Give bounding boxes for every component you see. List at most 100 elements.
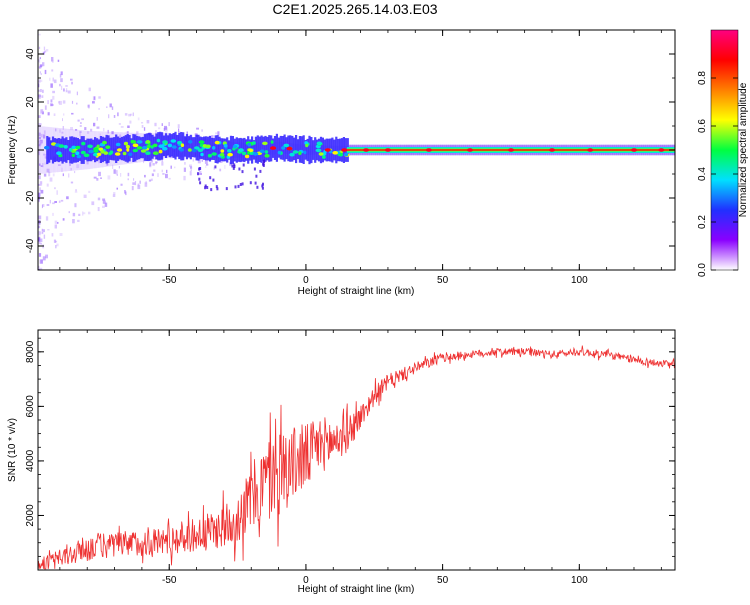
spectrogram-noise-speck (46, 183, 49, 187)
spectrogram-noise-speck (108, 114, 110, 119)
y-tick-label: 8000 (25, 340, 36, 363)
colorbar-gradient (710, 29, 739, 271)
spectrogram-noise-speck (124, 113, 128, 116)
spectrogram-noise-speck (38, 265, 40, 269)
spectrogram-noise-speck (129, 120, 132, 124)
spectrogram-noise-speck (83, 194, 87, 198)
spectrogram-noise-speck (38, 231, 41, 236)
spectrogram-noise-speck (103, 161, 105, 163)
spectrogram-noise-speck (56, 243, 59, 247)
y-tick-label: -40 (25, 238, 36, 253)
spectrogram-band-cell (337, 138, 340, 162)
spectrogram-noise-speck (164, 125, 167, 130)
spectrogram-noise-speck (168, 122, 170, 127)
spectrogram-peak (140, 149, 147, 153)
y-tick-label: 2000 (25, 504, 36, 527)
spectrogram-band-cell (275, 133, 278, 162)
spectrogram-noise-speck (165, 173, 168, 179)
spectrogram-noise-speck (42, 62, 45, 67)
spectrogram-noise-speck (129, 113, 133, 116)
spectrogram-peak (132, 143, 139, 148)
spectrogram-band-cell (333, 139, 336, 161)
spectrogram-band-cell (216, 135, 219, 164)
spectrogram-peak (200, 152, 204, 157)
spectrogram-band-cell (48, 137, 51, 163)
spectrogram-peak (109, 150, 114, 154)
spectrogram-noise-speck (116, 187, 118, 190)
spectrogram-noise-speck (49, 77, 51, 81)
spectrogram-noise-speck (38, 132, 41, 137)
spectrogram-peak (170, 139, 177, 143)
spectrogram-noise-speck (76, 91, 78, 96)
spectrogram-peak (152, 143, 158, 148)
spectrogram-noise-speck (98, 108, 100, 110)
spectrogram-noise-speck (113, 169, 116, 174)
spectrogram-noise-speck (52, 212, 54, 216)
spectrogram-noise-speck (107, 129, 109, 134)
spectrogram-peak (227, 149, 232, 153)
spectrogram-noise-speck (155, 161, 158, 165)
colorbar-tick-label: 0.0 (697, 263, 708, 277)
spectrogram-noise-speck (112, 194, 116, 197)
spectrogram-noise-speck (42, 231, 44, 234)
spectrogram-noise-speck (42, 256, 46, 261)
spectrogram-noise-speck (102, 198, 106, 201)
spectrogram-noise-speck (86, 161, 89, 165)
spectrogram-band-cell (268, 135, 271, 162)
spectrogram-noise-speck (150, 159, 153, 163)
spectrogram-peak (80, 150, 86, 155)
spectrogram-noise-speck (94, 96, 96, 100)
spectrogram-noise-speck (143, 159, 145, 164)
spectrogram-noise-speck (87, 131, 90, 134)
spectrogram-noise-speck (38, 240, 41, 244)
spectrogram-peak (187, 140, 193, 144)
colorbar-tick-label: 0.6 (697, 119, 708, 133)
spectrogram-noise-speck (65, 85, 68, 87)
spectrogram-band-cell (120, 136, 123, 161)
spectrogram-noise-speck (184, 156, 186, 159)
figure-title: C2E1.2025.265.14.03.E03 (272, 1, 437, 17)
spectrogram-band-cell (124, 135, 127, 162)
y-tick-label: 4000 (25, 449, 36, 472)
spectrogram-band-cell (122, 136, 125, 161)
spectrogram-peak (115, 142, 121, 147)
spectrogram-ridge-spot (587, 148, 594, 152)
spectrogram-band-cell (113, 137, 116, 161)
spectrogram-peak (102, 140, 107, 145)
spectrogram-band-cell (184, 136, 187, 157)
spectrogram-band-cell (115, 134, 118, 163)
spectrogram-noise-speck (53, 79, 57, 84)
spectrogram-peak (232, 145, 238, 149)
spectrogram-peak (158, 144, 165, 148)
spectrogram-peak (71, 145, 77, 150)
spectrogram-noise-speck (74, 171, 76, 174)
spectrogram-noise-speck (166, 169, 168, 173)
y-tick-label: 0 (25, 147, 36, 153)
spectrogram-band-cell (226, 137, 229, 163)
spectrogram-noise-speck (76, 164, 80, 169)
spectrogram-noise-speck (80, 122, 82, 124)
spectrogram-noise-speck (161, 161, 164, 166)
spectrogram-noise-speck (211, 135, 214, 139)
spectrogram-dip-cell (262, 182, 264, 186)
spectrogram-band-cell (130, 138, 133, 158)
spectrogram-band-cell (187, 136, 190, 158)
spectrogram-noise-speck (98, 171, 101, 177)
spectrogram-dip-cell (204, 184, 207, 188)
spectrogram-peak (132, 148, 138, 153)
spectrogram-noise-speck (112, 164, 114, 169)
spectrogram-noise-speck (74, 191, 78, 193)
spectrogram-noise-speck (107, 175, 111, 180)
spectrogram-noise-speck (63, 88, 65, 92)
spectrogram-noise-speck (54, 187, 56, 190)
spectrogram-band-cell (306, 138, 309, 162)
spectrogram-noise-speck (113, 115, 116, 118)
spectrogram-peak (87, 144, 93, 149)
spectrogram-band-cell (210, 137, 213, 160)
spectrogram-noise-speck (38, 59, 40, 62)
spectrogram-peak (114, 152, 121, 156)
spectrogram-band-cell (254, 136, 257, 163)
spectrogram-peak (105, 145, 111, 149)
spectrogram-noise-speck (150, 178, 153, 181)
